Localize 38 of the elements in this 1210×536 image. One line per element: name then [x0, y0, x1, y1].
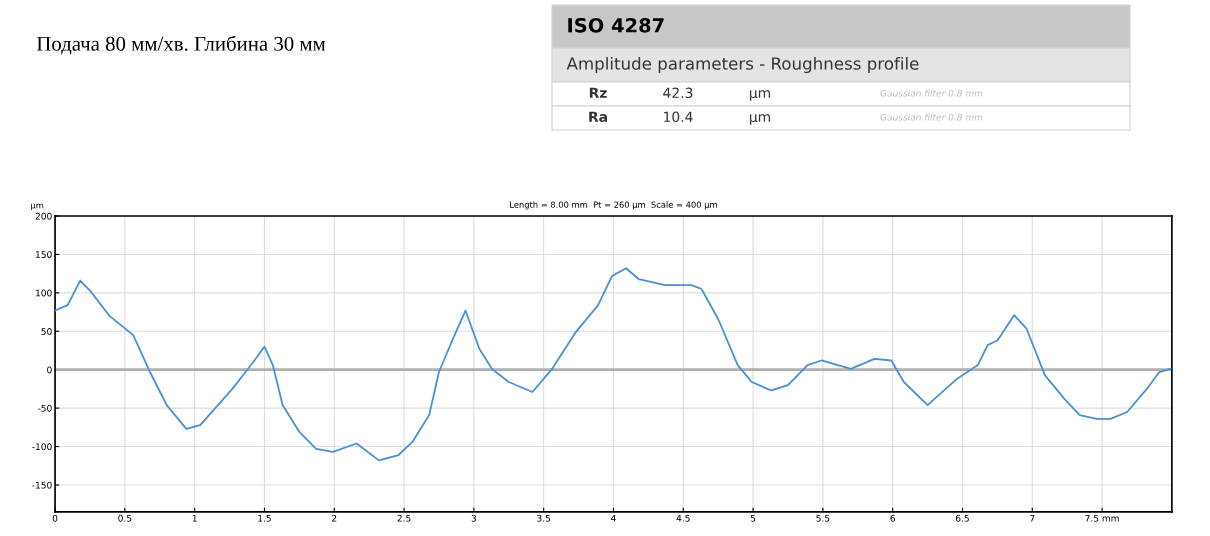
text: Gaussian filter 0.8 mm [880, 89, 983, 97]
y-tick-label: 50 [41, 328, 52, 335]
y-tick-label: 100 [36, 289, 52, 297]
text: ISO 4287 [568, 17, 664, 33]
x-tick-label: 1.5 [258, 514, 271, 522]
text: Ra [589, 111, 607, 123]
x-tick-label: 5.5 [816, 514, 830, 522]
text: Amplitude parameters - Roughness profile [566, 56, 919, 74]
text: Rz [589, 87, 607, 98]
text: 42.3 [663, 87, 693, 99]
y-tick-label: -50 [37, 404, 52, 412]
x-tick-label: 7.5 mm [1085, 514, 1119, 522]
x-tick-label: 0.5 [118, 514, 132, 522]
text: Gaussian filter 0.8 mm [880, 113, 983, 121]
chart-subtitle: Length = 8.00 mm Pt = 260 µm Scale = 400 µm [510, 201, 717, 210]
x-tick-label: 6 [890, 514, 895, 522]
y-tick-label: 200 [35, 212, 52, 220]
y-axis-title: µm [31, 203, 44, 211]
x-tick-label: 1 [192, 514, 197, 522]
x-tick-label: 2 [332, 514, 337, 522]
x-tick-label: 3 [471, 514, 477, 522]
x-tick-label: 3.5 [537, 514, 551, 522]
y-tick-label: 150 [36, 251, 52, 258]
line-series [55, 267, 1172, 462]
x-tick-label: 6.5 [955, 514, 969, 522]
x-tick-label: 4.5 [676, 514, 690, 522]
text: µm [750, 90, 770, 101]
x-tick-label: 0 [52, 514, 58, 522]
text: µm [750, 114, 770, 125]
y-tick-label: -150 [32, 481, 52, 489]
chart-title: Подача 80 мм/хв. Глибина 30 мм [36, 35, 326, 55]
x-tick-label: 7 [1030, 514, 1035, 522]
y-tick-label: 0 [47, 366, 52, 374]
y-tick-label: -100 [32, 443, 52, 451]
text: 10.4 [664, 111, 693, 123]
x-tick-label: 2.5 [397, 514, 411, 522]
x-tick-label: 5 [750, 514, 756, 522]
x-tick-label: 4 [611, 514, 616, 522]
